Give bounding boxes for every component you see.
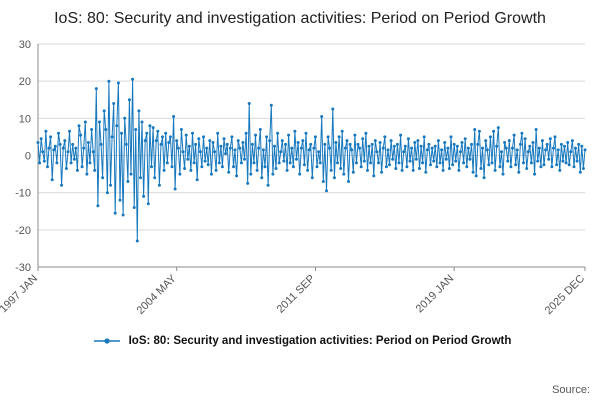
legend-marker-icon [93,337,120,344]
chart-title: IoS: 80: Security and investigation acti… [54,10,546,27]
y-tick-label: -20 [15,224,31,236]
x-tick-label: 2011 SEP [275,272,318,315]
y-tick-label: 10 [19,113,31,125]
y-tick-label: -10 [15,187,31,199]
growth-line-chart: -30 -20 -10 0 10 20 30 1997 JAN 2004 MAY 2011 SEP… [0,39,587,317]
legend: IoS: 80: Security and investigation acti… [0,335,600,347]
x-tick-label: 2025 DEC [543,272,587,316]
chart-area: -30 -20 -10 0 10 20 30 1997 JAN 2004 MAY 2011 SEP… [0,30,600,333]
x-tick-label: 2004 MAY [135,272,180,317]
y-tick-label: 30 [19,39,31,51]
series-line [37,78,586,241]
x-tick-label: 2019 JAN [414,272,457,315]
legend-label: IoS: 80: Security and investigation acti… [128,334,512,347]
y-tick-label: 0 [25,150,31,162]
y-tick-label: -30 [15,262,31,274]
y-tick-label: 20 [19,76,31,88]
x-tick-label: 1997 JAN [0,272,40,315]
source-label: Source: [552,384,590,396]
